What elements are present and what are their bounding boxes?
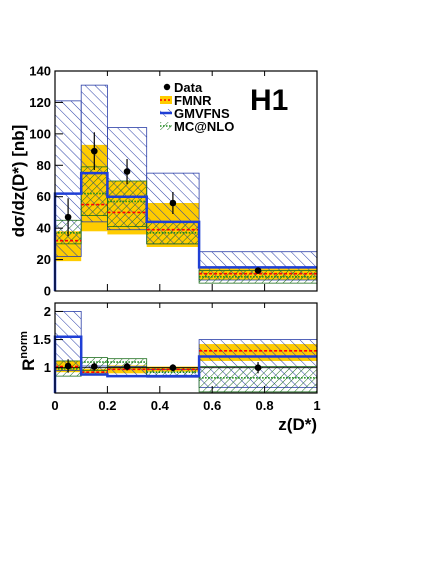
bottom-gmvfns-band: [107, 366, 147, 377]
top-y-tick-label: 140: [29, 64, 51, 79]
top-data-point: [123, 168, 131, 175]
cross-section-panel: 0 20 40 60 80 100 120 140 dσ/dz(D*) [nb] Data F…: [9, 64, 318, 299]
bottom-data-point: [123, 363, 131, 370]
bottom-y-tick-label: 1: [44, 360, 51, 375]
x-tick-label: 0: [51, 398, 58, 413]
x-tick-label: 1: [313, 398, 320, 413]
x-tick-label: 0.8: [256, 398, 274, 413]
bottom-data-point: [169, 364, 177, 371]
bottom-data-point: [91, 363, 98, 370]
top-y-tick-label: 20: [37, 252, 51, 267]
x-tick-label: 0.6: [203, 398, 221, 413]
legend-mcatnlo-label: MC@NLO: [174, 119, 234, 134]
top-y-tick-label: 80: [37, 158, 51, 173]
x-tick-label: 0.2: [98, 398, 116, 413]
bottom-y-tick-label: 2: [44, 304, 51, 319]
top-data-point: [169, 199, 177, 207]
top-plot-frame: [54, 70, 318, 292]
top-mcatnlo-band: [146, 221, 200, 244]
top-mcatnlo-band: [107, 181, 147, 227]
top-mcatnlo-band: [81, 166, 108, 216]
legend-fmnr-label: FMNR: [174, 93, 212, 108]
top-y-axis-title: dσ/dz(D*) [nb]: [9, 125, 28, 238]
x-axis-title: z(D*): [278, 415, 317, 434]
top-y-tick-label: 100: [29, 126, 51, 141]
bottom-y-tick-label: 1.5: [33, 332, 51, 347]
bottom-data-point: [254, 364, 262, 371]
top-data-point: [64, 213, 72, 221]
legend-data-label: Data: [174, 80, 203, 95]
top-y-tick-label: 120: [29, 95, 51, 110]
legend-data-marker: [163, 83, 171, 91]
ratio-panel: 1 1.5 2 0 0.2 0.4 0.6 0.8 1 Rnorm: [18, 302, 321, 413]
legend: Data FMNR GMVFNS MC@NLO: [160, 80, 234, 134]
top-y-tick-label: 40: [37, 221, 51, 236]
bottom-y-axis-title: Rnorm: [18, 331, 38, 371]
top-gmvfns-line: [53, 171, 317, 291]
bottom-data-point: [64, 362, 72, 370]
top-mcatnlo-band: [199, 270, 317, 284]
legend-gmvfns-label: GMVFNS: [174, 106, 230, 121]
x-tick-label: 0.4: [151, 398, 170, 413]
bottom-plot-frame: [54, 302, 318, 394]
top-y-tick-label: 60: [37, 189, 51, 204]
h1-logo: H1: [250, 84, 288, 117]
bottom-mcatnlo-band: [146, 367, 200, 377]
top-data-point: [254, 267, 262, 274]
bottom-gmvfns-line: [53, 335, 317, 393]
top-y-tick-label: 0: [44, 284, 51, 299]
top-data-point: [91, 147, 98, 155]
